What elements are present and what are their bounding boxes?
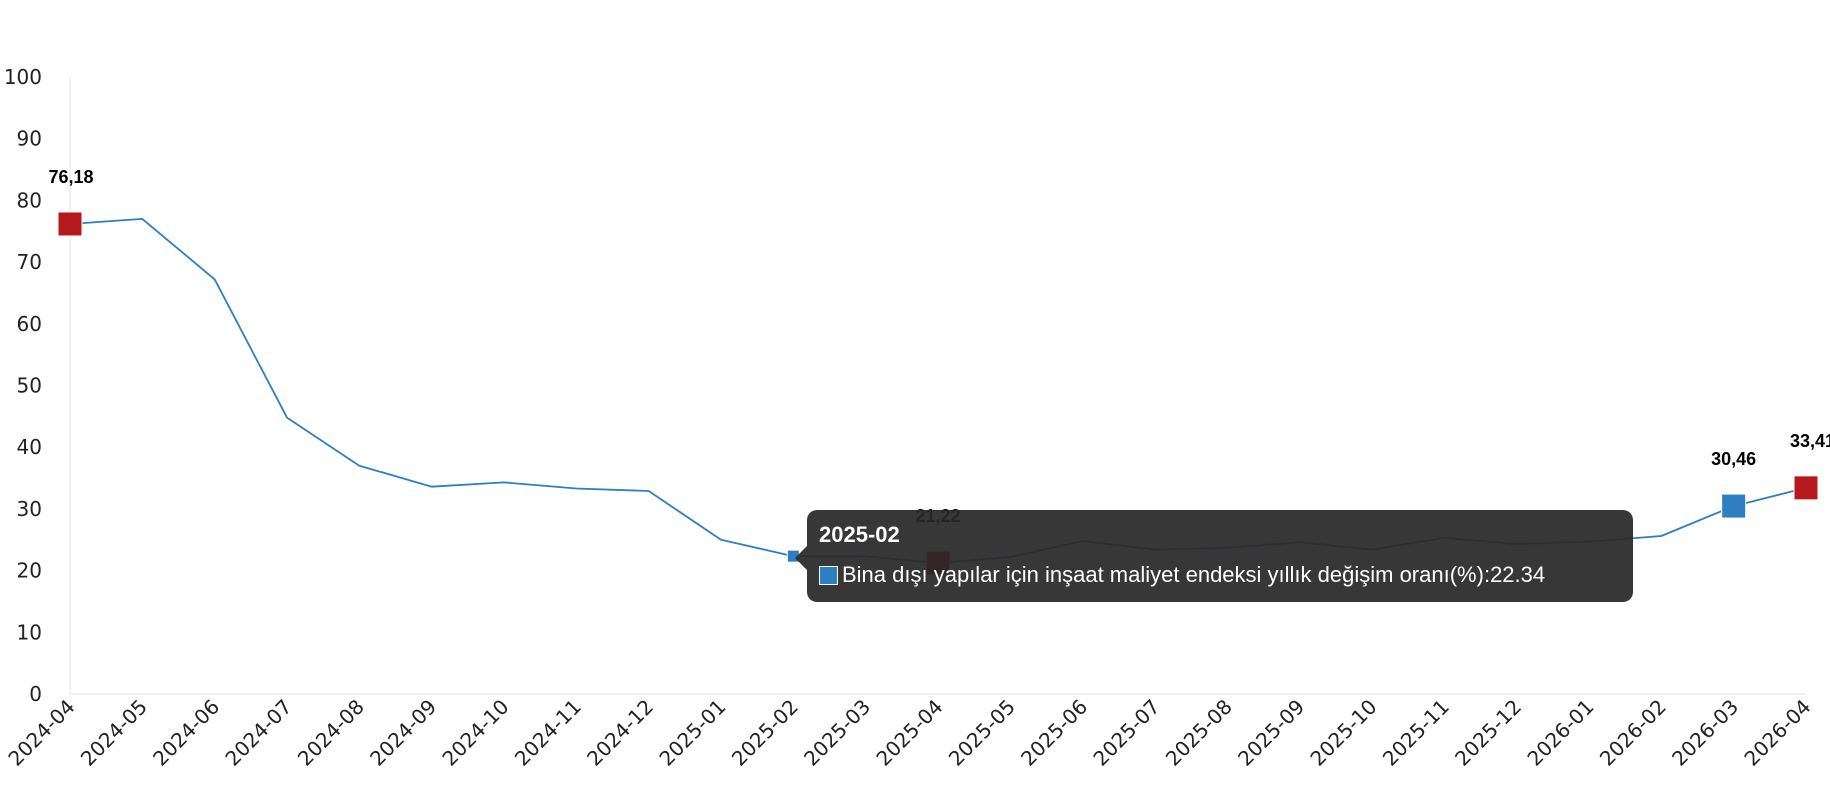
x-tick-label: 2025-03 [799, 695, 875, 771]
x-tick-label: 2025-06 [1016, 695, 1092, 771]
y-tick-label: 20 [17, 559, 42, 583]
tooltip-title: 2025-02 [819, 522, 900, 547]
y-tick-label: 80 [17, 188, 42, 212]
x-tick-label: 2025-10 [1305, 695, 1381, 771]
y-tick-label: 60 [17, 312, 42, 336]
y-tick-label: 100 [4, 65, 42, 89]
tooltip-value: 22.34 [1490, 562, 1546, 587]
highlight-point-marker[interactable] [1721, 493, 1747, 519]
x-tick-label: 2025-04 [871, 695, 947, 771]
x-tick-label: 2024-07 [220, 695, 296, 771]
data-label: 33,41 [1790, 431, 1830, 451]
data-label: 30,46 [1711, 449, 1756, 469]
y-tick-label: 50 [17, 374, 42, 398]
x-tick-label: 2024-05 [76, 695, 152, 771]
tooltip-series-swatch [819, 565, 838, 585]
x-tick-label: 2025-02 [727, 695, 803, 771]
y-tick-label: 90 [17, 127, 42, 151]
tooltip-series-name: Bina dışı yapılar için inşaat maliyet en… [842, 562, 1484, 587]
x-tick-label: 2024-09 [365, 695, 441, 771]
x-tick-label: 2026-01 [1522, 695, 1598, 771]
x-tick-label: 2025-11 [1378, 695, 1454, 771]
y-tick-label: 70 [17, 250, 42, 274]
y-tick-label: 10 [17, 620, 42, 644]
x-tick-label: 2024-08 [293, 695, 369, 771]
y-tick-label: 40 [17, 435, 42, 459]
x-tick-label: 2024-11 [510, 695, 586, 771]
highlight-point-marker[interactable] [1793, 475, 1819, 501]
x-tick-label: 2025-08 [1161, 695, 1237, 771]
x-tick-label: 2026-02 [1595, 695, 1671, 771]
x-tick-label: 2025-09 [1233, 695, 1309, 771]
x-tick-label: 2024-06 [148, 695, 224, 771]
data-label: 76,18 [48, 167, 93, 187]
tooltip: 2025-02 Bina dışı yapılar için inşaat ma… [795, 510, 1633, 602]
x-tick-label: 2024-10 [437, 695, 513, 771]
y-axis: 0 10 20 30 40 50 60 70 80 90 100 [4, 65, 71, 706]
x-tick-label: 2024-12 [582, 695, 658, 771]
x-tick-label: 2025-07 [1088, 695, 1164, 771]
highlight-point-marker[interactable] [57, 211, 83, 237]
tooltip-row: Bina dışı yapılar için inşaat maliyet en… [819, 562, 1621, 588]
y-tick-label: 0 [29, 682, 42, 706]
x-axis: 2024-042024-052024-062024-072024-082024-… [3, 693, 1816, 771]
x-tick-label: 2025-01 [654, 695, 730, 771]
x-tick-label: 2026-03 [1667, 695, 1743, 771]
x-tick-label: 2025-05 [944, 695, 1020, 771]
x-tick-label: 2025-12 [1450, 695, 1526, 771]
tooltip-separator: : [1483, 562, 1491, 587]
x-tick-label: 2026-04 [1739, 695, 1815, 771]
y-tick-label: 30 [17, 497, 42, 521]
